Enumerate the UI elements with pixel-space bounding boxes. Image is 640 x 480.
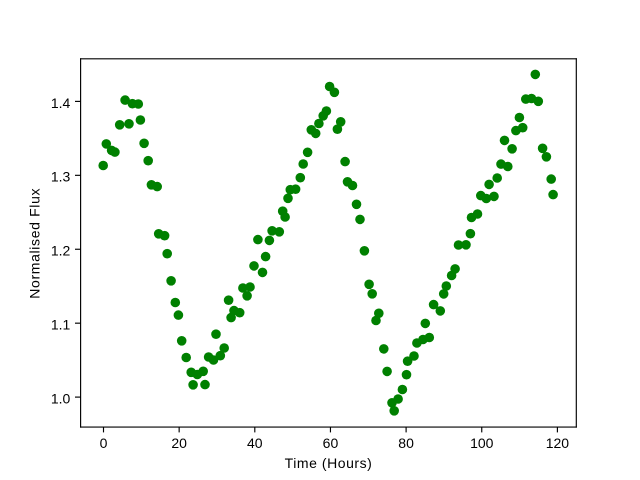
svg-text:1.1: 1.1 xyxy=(51,317,71,333)
svg-text:1.3: 1.3 xyxy=(51,169,71,185)
svg-text:20: 20 xyxy=(171,435,187,451)
svg-text:100: 100 xyxy=(470,435,494,451)
svg-text:1.4: 1.4 xyxy=(51,95,71,111)
svg-text:80: 80 xyxy=(398,435,414,451)
svg-text:Normalised Flux: Normalised Flux xyxy=(26,188,42,299)
svg-text:0: 0 xyxy=(100,435,108,451)
svg-text:120: 120 xyxy=(546,435,570,451)
svg-text:60: 60 xyxy=(323,435,339,451)
svg-text:Time (Hours): Time (Hours) xyxy=(285,455,373,471)
svg-text:1.0: 1.0 xyxy=(51,391,71,407)
svg-text:1.2: 1.2 xyxy=(51,243,71,259)
svg-text:40: 40 xyxy=(247,435,263,451)
